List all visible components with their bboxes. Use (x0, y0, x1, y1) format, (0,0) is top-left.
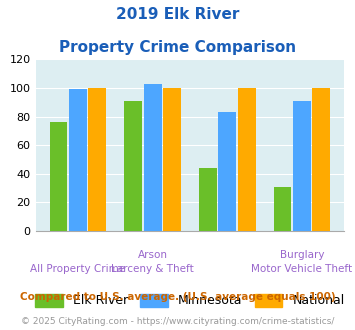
Text: Property Crime Comparison: Property Crime Comparison (59, 40, 296, 54)
Legend: Elk River, Minnesota, National: Elk River, Minnesota, National (30, 289, 350, 313)
Text: All Property Crime: All Property Crime (30, 264, 125, 274)
Text: 2019 Elk River: 2019 Elk River (116, 7, 239, 21)
Bar (199, 168, 217, 231)
Bar (163, 88, 181, 231)
Text: Burglary: Burglary (280, 250, 324, 260)
Bar (88, 88, 106, 231)
Bar (293, 101, 311, 231)
Bar (50, 122, 67, 231)
Text: © 2025 CityRating.com - https://www.cityrating.com/crime-statistics/: © 2025 CityRating.com - https://www.city… (21, 317, 334, 326)
Text: Larceny & Theft: Larceny & Theft (111, 264, 194, 274)
Text: Compared to U.S. average. (U.S. average equals 100): Compared to U.S. average. (U.S. average … (20, 292, 335, 302)
Bar (144, 84, 162, 231)
Bar (218, 112, 236, 231)
Bar (312, 88, 330, 231)
Bar (124, 101, 142, 231)
Text: Motor Vehicle Theft: Motor Vehicle Theft (251, 264, 353, 274)
Bar (274, 187, 291, 231)
Text: Arson: Arson (138, 250, 168, 260)
Bar (69, 89, 87, 231)
Bar (238, 88, 256, 231)
